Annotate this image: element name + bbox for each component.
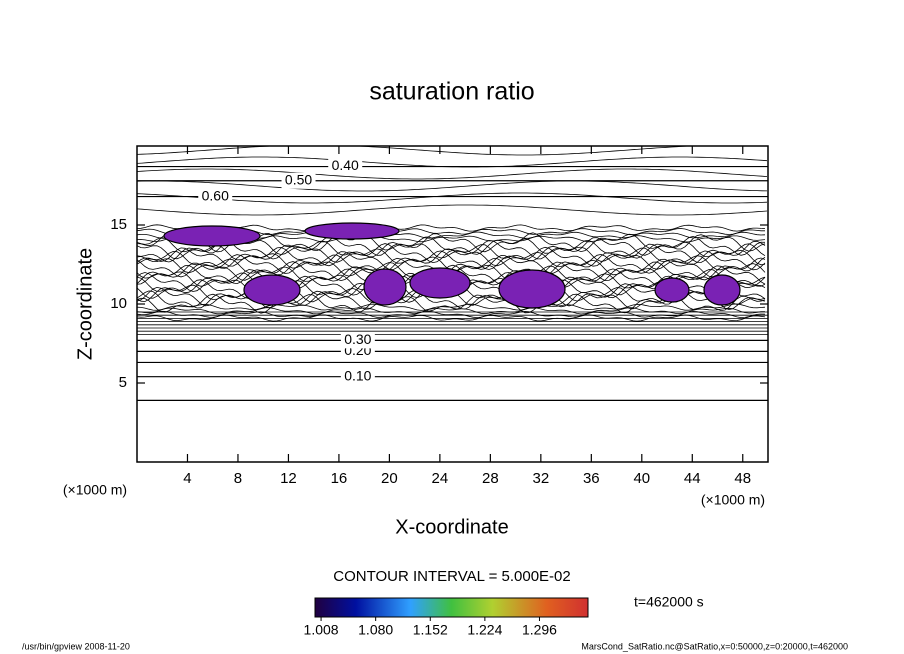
- region: [243, 274, 301, 306]
- x-unit-left: (×1000 m): [63, 482, 127, 498]
- contour-decoration: [137, 264, 766, 285]
- x-tick-label: 8: [234, 470, 242, 487]
- contour-label: 0.10: [344, 367, 371, 383]
- x-tick-label: 28: [482, 470, 499, 487]
- supersaturated-regions: [163, 222, 741, 309]
- x-unit-right: (×1000 m): [701, 492, 765, 508]
- contour-decoration: [137, 146, 700, 156]
- region: [304, 222, 400, 240]
- contour-decoration: [137, 192, 768, 204]
- contour-label-bg: [198, 188, 233, 205]
- y-tick-label: 5: [119, 374, 127, 391]
- x-tick-label: 40: [633, 470, 650, 487]
- contour-decoration: [137, 224, 766, 232]
- x-tick-label: 48: [734, 470, 751, 487]
- y-tick-label: 15: [110, 216, 127, 233]
- contour-decoration: [137, 156, 768, 168]
- x-tick-label: 4: [183, 470, 191, 487]
- region: [498, 269, 566, 309]
- contour-label: 0.60: [202, 187, 229, 203]
- footer-right: MarsCond_SatRatio.nc@SatRatio,x=0:50000,…: [581, 641, 848, 651]
- colorbar-tick-label: 1.224: [467, 622, 502, 638]
- contour-label-bg: [328, 158, 363, 175]
- colorbar-tick-label: 1.080: [358, 622, 393, 638]
- contour-decoration: [137, 239, 766, 260]
- region: [703, 274, 741, 306]
- footer-left: /usr/bin/gpview 2008-11-20: [22, 641, 130, 651]
- contour-decoration: [137, 314, 766, 322]
- contour-decoration: [137, 243, 766, 264]
- contour-decoration: [137, 168, 768, 180]
- x-tick-label: 36: [583, 470, 600, 487]
- contour-decoration: [137, 290, 766, 311]
- chart-title: saturation ratio: [369, 78, 534, 106]
- contour-interval: CONTOUR INTERVAL = 5.000E-02: [333, 568, 570, 585]
- contour-label-bg: [281, 172, 316, 189]
- x-tick-label: 16: [331, 470, 348, 487]
- contour-decoration: [137, 204, 768, 216]
- contour-label: 0.30: [344, 331, 371, 347]
- colorbar-tick-label: 1.296: [522, 622, 557, 638]
- contour-label-bg: [340, 332, 375, 349]
- x-tick-label: 12: [280, 470, 297, 487]
- time-label: t=462000 s: [634, 594, 704, 610]
- region: [409, 267, 471, 299]
- region: [654, 277, 690, 303]
- contour-decoration: [137, 246, 766, 267]
- x-tick-label: 24: [432, 470, 449, 487]
- colorbar-tick-label: 1.152: [413, 622, 448, 638]
- contour-decoration: [137, 303, 766, 311]
- contour-decoration: [137, 307, 766, 315]
- contour-decoration: [137, 180, 768, 192]
- region: [363, 268, 407, 306]
- colorbar-tick-label: 1.008: [304, 622, 339, 638]
- x-tick-label: 44: [684, 470, 701, 487]
- colorbar: [314, 597, 589, 618]
- contour-label: 0.40: [332, 157, 359, 173]
- contour-label-bg: [340, 368, 375, 385]
- contour-label: 0.50: [285, 171, 312, 187]
- region: [163, 225, 261, 247]
- contour-decoration: [137, 250, 766, 271]
- y-axis-label: Z-coordinate: [74, 248, 96, 360]
- x-tick-label: 32: [532, 470, 549, 487]
- x-axis-label: X-coordinate: [395, 516, 508, 538]
- x-tick-label: 20: [381, 470, 398, 487]
- y-tick-label: 10: [110, 295, 127, 312]
